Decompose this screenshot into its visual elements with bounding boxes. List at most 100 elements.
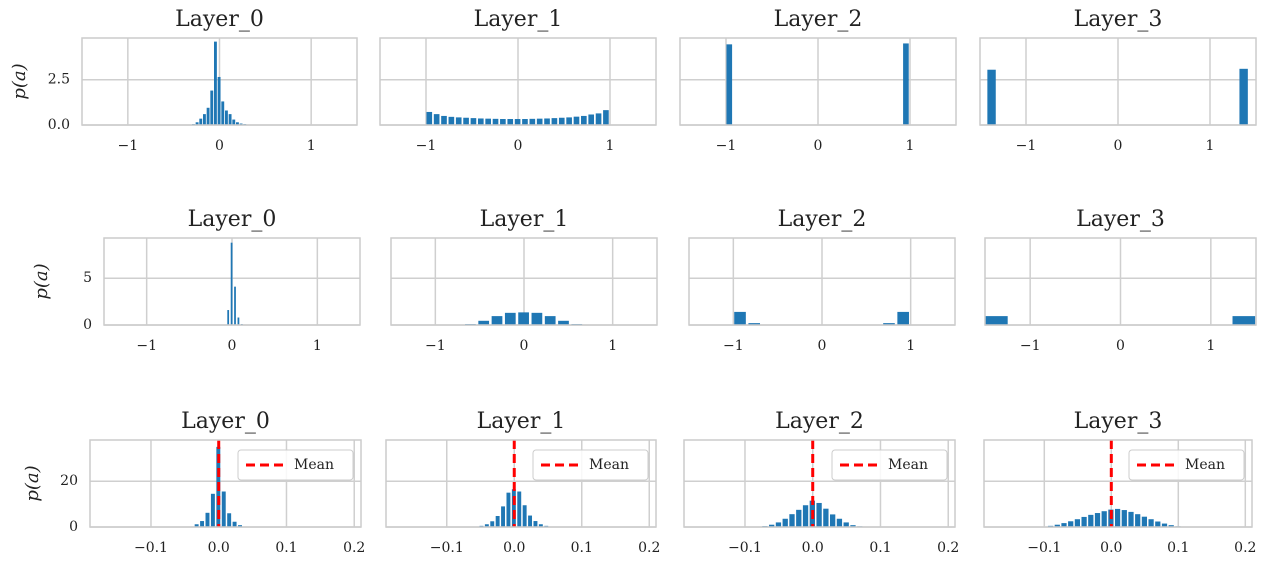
histogram-bar xyxy=(816,502,822,527)
x-tick-label: −1 xyxy=(723,338,744,354)
histogram-bar xyxy=(836,518,843,527)
histogram-bar xyxy=(536,118,543,125)
histogram-bar xyxy=(544,118,550,125)
histogram-bar xyxy=(221,491,226,527)
panel-title: Layer_0 xyxy=(181,409,270,434)
x-tick-label: −0.1 xyxy=(430,540,464,556)
axes-frame xyxy=(103,237,361,326)
histogram-bar xyxy=(227,310,230,325)
histogram-bar xyxy=(491,316,503,325)
histogram-bar xyxy=(573,116,580,125)
panel-row1-layer_1: Layer_1 −1 0 1 xyxy=(379,7,657,154)
histogram-bar xyxy=(1161,523,1168,527)
histogram-bar xyxy=(227,513,232,527)
x-tick-label: 0.2 xyxy=(343,540,365,556)
histogram-bar xyxy=(194,524,199,527)
panel-row1-layer_0: Layer_0 −1 0 1 0.0 2.5 xyxy=(48,7,358,154)
x-tick-label: 0.2 xyxy=(937,540,959,556)
histogram-bar xyxy=(199,118,203,125)
panel-title: Layer_2 xyxy=(774,7,863,32)
x-tick-label: 0.1 xyxy=(1167,540,1189,556)
histogram-bar xyxy=(210,493,215,527)
histogram-bar xyxy=(1061,523,1067,527)
histogram-bar xyxy=(236,122,239,125)
histogram-bar xyxy=(463,117,469,125)
histogram-bar xyxy=(985,316,1008,325)
histogram-bar xyxy=(897,311,909,325)
panel-title: Layer_2 xyxy=(775,409,864,434)
histogram-bar xyxy=(843,522,849,527)
x-tick-label: 0.1 xyxy=(869,540,891,556)
x-tick-label: 1 xyxy=(307,138,316,154)
x-tick-label: 1 xyxy=(906,138,915,154)
x-tick-label: 0.0 xyxy=(1100,540,1122,556)
histogram-bar xyxy=(426,111,433,125)
legend-label: Mean xyxy=(589,457,629,473)
histogram-bar xyxy=(506,492,511,527)
histogram-bar xyxy=(533,521,538,527)
histogram-bar xyxy=(511,489,516,527)
histogram-bar xyxy=(217,76,221,125)
x-tick-label: 1 xyxy=(608,338,617,354)
panel-title: Layer_1 xyxy=(480,207,569,232)
histogram-bar xyxy=(769,524,775,527)
y-tick-label: 5 xyxy=(83,270,92,286)
histogram-bar xyxy=(484,524,489,527)
legend-box xyxy=(1128,449,1245,481)
histogram-bar xyxy=(1135,514,1141,527)
axes-frame xyxy=(984,237,1257,326)
histogram-bar xyxy=(500,119,506,125)
histogram-bar xyxy=(492,118,499,125)
axes-frame xyxy=(89,439,362,528)
histogram-bar xyxy=(802,505,809,527)
histogram-bar xyxy=(504,312,516,325)
y-tick-label: 0 xyxy=(83,317,92,333)
x-tick-label: −1 xyxy=(716,138,737,154)
histogram-bar xyxy=(205,512,210,527)
x-tick-label: −1 xyxy=(136,338,157,354)
x-tick-label: 0.0 xyxy=(503,540,525,556)
axes-frame xyxy=(679,37,957,126)
histogram-bar xyxy=(850,525,856,527)
histogram-bar xyxy=(531,312,543,325)
histogram-bar xyxy=(775,522,782,527)
histogram-bar xyxy=(477,118,484,125)
x-tick-label: 0 xyxy=(818,338,827,354)
x-tick-label: 1 xyxy=(1206,138,1215,154)
legend: Mean xyxy=(1128,449,1245,481)
x-tick-label: 0.2 xyxy=(638,540,660,556)
histogram-bar xyxy=(558,117,565,125)
x-tick-label: −1 xyxy=(1020,338,1041,354)
histogram-bar xyxy=(823,508,829,527)
histogram-bar xyxy=(221,101,225,125)
histogram-bar xyxy=(490,521,495,527)
panel-title: Layer_0 xyxy=(175,7,264,32)
axes-frame xyxy=(385,439,657,528)
x-tick-label: 0 xyxy=(228,338,237,354)
x-tick-label: −0.1 xyxy=(1027,540,1061,556)
histogram-bar xyxy=(501,506,506,527)
axes-frame xyxy=(683,439,956,528)
chart-row-1: p(a) Layer_0 −1 0 1 0.0 2.5 Layer_1 −1 0 1 Layer_2 −… xyxy=(9,7,1257,154)
histogram-bar xyxy=(1054,524,1060,527)
histogram-bar xyxy=(544,316,556,325)
y-tick-label: 20 xyxy=(60,473,78,489)
histogram-bar xyxy=(1128,511,1134,527)
legend: Mean xyxy=(831,449,948,481)
histogram-bar xyxy=(734,311,746,325)
histogram-bar xyxy=(726,44,733,125)
panel-row3-layer_2: Layer_2 −0.1 0.0 0.1 0.2 Mean xyxy=(683,409,959,556)
histogram-bar xyxy=(1094,513,1101,527)
histogram-bar xyxy=(522,119,528,125)
histogram-bar xyxy=(514,119,521,125)
x-tick-label: 0.1 xyxy=(571,540,593,556)
panel-title: Layer_1 xyxy=(477,409,566,434)
legend-label: Mean xyxy=(888,457,928,473)
histogram-bar xyxy=(195,122,199,125)
panel-title: Layer_2 xyxy=(778,207,867,232)
legend-label: Mean xyxy=(294,457,334,473)
histogram-bar xyxy=(883,323,895,325)
legend: Mean xyxy=(237,449,354,481)
